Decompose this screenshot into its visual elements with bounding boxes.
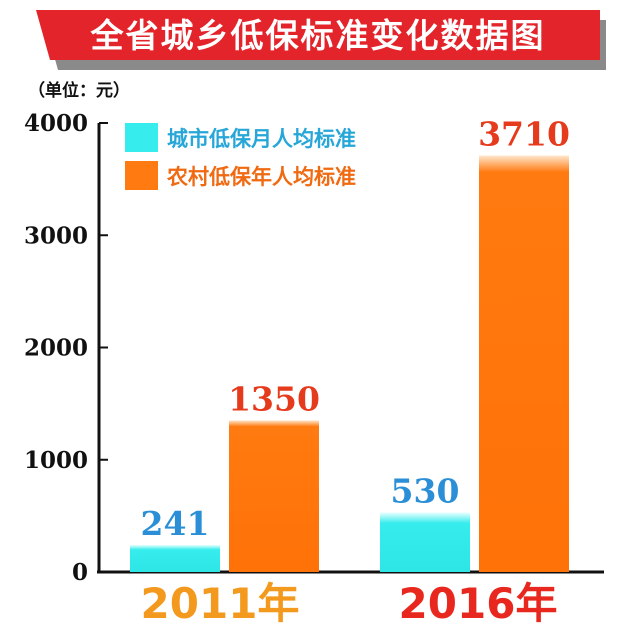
legend-item-rural: 农村低保年人均标准 xyxy=(125,161,356,190)
y-tick-label: 2000 xyxy=(24,335,88,362)
y-tick-label: 3000 xyxy=(24,222,88,249)
data-label: 1350 xyxy=(228,379,320,418)
unit-label: （单位：元） xyxy=(28,80,130,101)
category-labels: 2011年 2016年 xyxy=(141,579,558,625)
legend: 城市低保月人均标准 农村低保年人均标准 xyxy=(125,123,356,190)
bars xyxy=(130,155,569,573)
data-label: 3710 xyxy=(478,115,570,154)
y-tick-label: 1000 xyxy=(24,447,88,474)
data-labels: 241 1350 530 3710 xyxy=(141,115,570,543)
bar-urban-monthly xyxy=(380,512,470,572)
legend-label-rural: 农村低保年人均标准 xyxy=(166,165,356,189)
bar-rural-annual xyxy=(479,155,569,573)
y-tick-label: 4000 xyxy=(24,110,88,137)
data-label: 241 xyxy=(141,504,210,543)
title-banner-bg xyxy=(36,10,600,60)
data-label: 530 xyxy=(391,472,460,511)
category-label: 2011年 xyxy=(141,579,300,625)
category-label: 2016年 xyxy=(399,579,558,625)
title-banner: 全省城乡低保标准变化数据图 xyxy=(36,10,606,70)
legend-swatch-urban xyxy=(125,123,158,152)
bar-urban-monthly xyxy=(130,544,220,572)
chart-title: 全省城乡低保标准变化数据图 xyxy=(90,16,546,55)
legend-swatch-rural xyxy=(125,161,158,190)
legend-label-urban: 城市低保月人均标准 xyxy=(167,127,356,151)
y-tick-label: 0 xyxy=(72,559,88,586)
y-ticks: 0 1000 2000 3000 4000 xyxy=(24,110,108,586)
legend-item-urban: 城市低保月人均标准 xyxy=(125,123,356,152)
bar-rural-annual xyxy=(229,420,319,572)
